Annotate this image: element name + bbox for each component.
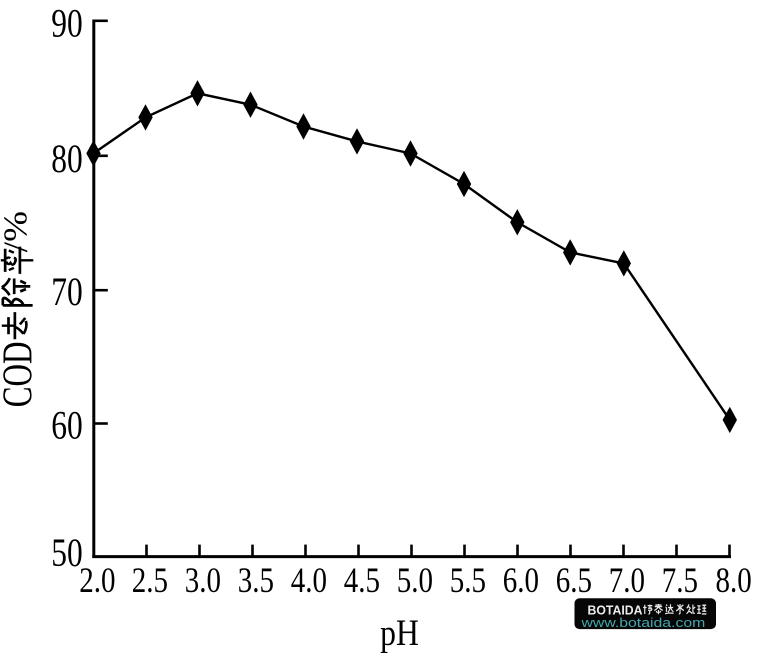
svg-text:80: 80 [51, 136, 82, 181]
svg-text:3.0: 3.0 [185, 561, 221, 601]
svg-text:www.botaida.com: www.botaida.com [580, 615, 705, 630]
svg-text:7.0: 7.0 [609, 561, 645, 601]
svg-text:60: 60 [51, 403, 82, 448]
svg-text:COD: COD [0, 342, 41, 408]
svg-text:5.0: 5.0 [397, 561, 433, 601]
svg-text:BOTAIDA: BOTAIDA [588, 603, 643, 617]
svg-text:50: 50 [51, 530, 82, 575]
svg-text:5.5: 5.5 [450, 561, 486, 601]
svg-text:2.0: 2.0 [79, 561, 115, 601]
svg-text:3.5: 3.5 [238, 561, 274, 601]
svg-text:90: 90 [51, 1, 82, 46]
svg-text:6.5: 6.5 [556, 561, 592, 601]
svg-text:2.5: 2.5 [132, 561, 168, 601]
svg-text:7.5: 7.5 [662, 561, 698, 601]
svg-text:8.0: 8.0 [715, 561, 751, 601]
svg-text:70: 70 [51, 269, 82, 314]
svg-text:6.0: 6.0 [503, 561, 539, 601]
svg-text:4.0: 4.0 [291, 561, 327, 601]
svg-text:4.5: 4.5 [344, 561, 380, 601]
svg-text:pH: pH [380, 612, 419, 653]
svg-text:/%: /% [0, 211, 34, 252]
